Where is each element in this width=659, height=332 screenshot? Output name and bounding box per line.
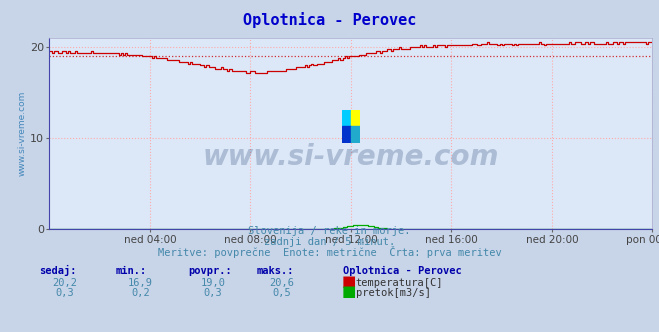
Text: Oplotnica - Perovec: Oplotnica - Perovec [343,266,461,276]
Bar [351,110,360,126]
Bar [341,126,351,143]
Y-axis label: www.si-vreme.com: www.si-vreme.com [18,91,27,176]
Text: povpr.:: povpr.: [188,266,231,276]
Text: 0,5: 0,5 [273,288,291,298]
Text: ■: ■ [341,284,356,299]
Text: Meritve: povprečne  Enote: metrične  Črta: prva meritev: Meritve: povprečne Enote: metrične Črta:… [158,246,501,258]
Text: min.:: min.: [115,266,146,276]
Bar [341,110,351,126]
Text: pretok[m3/s]: pretok[m3/s] [356,288,431,298]
Bar [351,126,360,143]
Text: sedaj:: sedaj: [40,265,77,276]
Text: 0,3: 0,3 [204,288,222,298]
Text: Slovenija / reke in morje.: Slovenija / reke in morje. [248,226,411,236]
Text: 0,2: 0,2 [131,288,150,298]
Text: 20,2: 20,2 [52,278,77,288]
Text: 20,6: 20,6 [270,278,295,288]
Text: 19,0: 19,0 [200,278,225,288]
Text: maks.:: maks.: [257,266,295,276]
Text: Oplotnica - Perovec: Oplotnica - Perovec [243,12,416,28]
Text: zadnji dan / 5 minut.: zadnji dan / 5 minut. [264,237,395,247]
Text: 16,9: 16,9 [128,278,153,288]
Text: temperatura[C]: temperatura[C] [356,278,444,288]
Text: 0,3: 0,3 [55,288,74,298]
Text: www.si-vreme.com: www.si-vreme.com [203,142,499,171]
Text: ■: ■ [341,274,356,289]
